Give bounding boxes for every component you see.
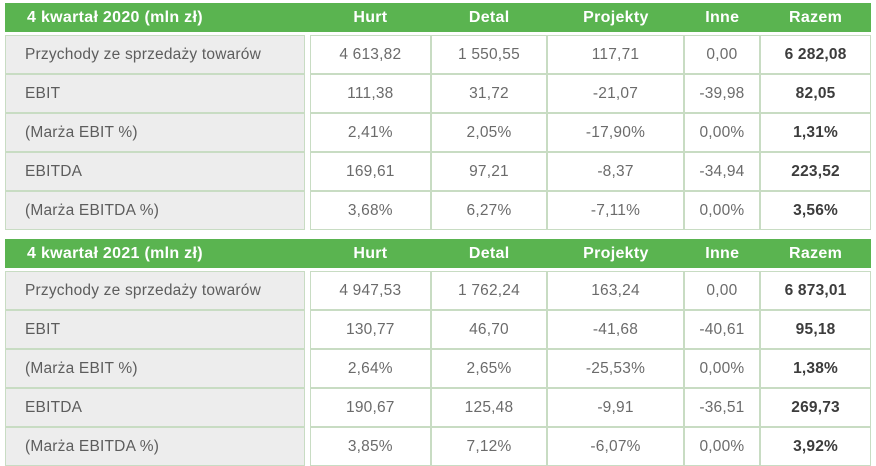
column-header: Hurt [353, 244, 388, 262]
value-cell: 163,24 [548, 272, 683, 309]
column-header: Detal [468, 8, 510, 26]
value-cell: 117,71 [548, 36, 683, 73]
value-cell: 1 762,24 [431, 272, 547, 309]
value-cell: -21,07 [548, 75, 683, 112]
table-body: Przychody ze sprzedaży towarów EBIT (Marża… [5, 35, 871, 230]
value-cell: -9,91 [548, 389, 683, 426]
row-label: EBITDA [6, 153, 304, 190]
value-cell: -34,94 [684, 153, 760, 190]
row-label: Przychody ze sprzedaży towarów [6, 272, 304, 309]
value-cell: 0,00% [684, 350, 760, 387]
row-label: (Marża EBIT %) [6, 114, 304, 151]
value-cell: 0,00 [684, 36, 760, 73]
value-cell: -25,53% [548, 350, 683, 387]
quarterly-results-report: 4 kwartał 2020 (mln zł) Hurt Detal Projekty… [5, 3, 871, 466]
value-cell: 2,05% [431, 114, 547, 151]
column-header: Hurt [353, 8, 388, 26]
value-cell: -36,51 [684, 389, 760, 426]
column-header: Razem [789, 244, 843, 262]
row-label: (Marża EBITDA %) [6, 428, 304, 465]
column-header: Inne [705, 8, 740, 26]
total-cell: 269,73 [761, 389, 870, 426]
value-cell: -7,11% [548, 192, 683, 229]
value-cell: 2,41% [311, 114, 430, 151]
row-label: (Marża EBIT %) [6, 350, 304, 387]
values-grid: 4 613,82 1 550,55 117,71 0,00 6 282,08 111,38… [310, 35, 871, 230]
value-cell: 169,61 [311, 153, 430, 190]
total-cell: 95,18 [761, 311, 870, 348]
value-cell: -41,68 [548, 311, 683, 348]
value-cell: 130,77 [311, 311, 430, 348]
value-cell: 4 947,53 [311, 272, 430, 309]
value-cell: -17,90% [548, 114, 683, 151]
value-cell: 111,38 [311, 75, 430, 112]
row-label: EBIT [6, 311, 304, 348]
total-cell: 6 873,01 [761, 272, 870, 309]
value-cell: 3,85% [311, 428, 430, 465]
column-header: Projekty [583, 8, 649, 26]
financial-table: 4 kwartał 2021 (mln zł) Hurt Detal Projekty… [5, 239, 871, 466]
total-cell: 82,05 [761, 75, 870, 112]
table-title: 4 kwartał 2020 (mln zł) [27, 8, 203, 26]
column-header: Projekty [583, 244, 649, 262]
column-header: Razem [789, 8, 843, 26]
value-cell: 0,00% [684, 428, 760, 465]
value-cell: 3,68% [311, 192, 430, 229]
row-label: EBIT [6, 75, 304, 112]
value-cell: 1 550,55 [431, 36, 547, 73]
row-labels-column: Przychody ze sprzedaży towarów EBIT (Marża… [5, 271, 305, 466]
value-cell: 7,12% [431, 428, 547, 465]
table-body: Przychody ze sprzedaży towarów EBIT (Marża… [5, 271, 871, 466]
row-label: (Marża EBITDA %) [6, 192, 304, 229]
value-cell: -40,61 [684, 311, 760, 348]
total-cell: 3,56% [761, 192, 870, 229]
total-cell: 6 282,08 [761, 36, 870, 73]
value-cell: 190,67 [311, 389, 430, 426]
total-cell: 3,92% [761, 428, 870, 465]
row-label: Przychody ze sprzedaży towarów [6, 36, 304, 73]
value-cell: 0,00% [684, 114, 760, 151]
value-cell: 4 613,82 [311, 36, 430, 73]
value-cell: 0,00% [684, 192, 760, 229]
value-cell: -39,98 [684, 75, 760, 112]
value-cell: -6,07% [548, 428, 683, 465]
column-header: Detal [468, 244, 510, 262]
row-labels-column: Przychody ze sprzedaży towarów EBIT (Marża… [5, 35, 305, 230]
column-header: Inne [705, 244, 740, 262]
value-cell: 2,64% [311, 350, 430, 387]
value-cell: -8,37 [548, 153, 683, 190]
total-cell: 223,52 [761, 153, 870, 190]
total-cell: 1,38% [761, 350, 870, 387]
value-cell: 31,72 [431, 75, 547, 112]
value-cell: 125,48 [431, 389, 547, 426]
values-grid: 4 947,53 1 762,24 163,24 0,00 6 873,01 130,77… [310, 271, 871, 466]
row-label: EBITDA [6, 389, 304, 426]
table-title: 4 kwartał 2021 (mln zł) [27, 244, 203, 262]
financial-table: 4 kwartał 2020 (mln zł) Hurt Detal Projekty… [5, 3, 871, 230]
value-cell: 46,70 [431, 311, 547, 348]
value-cell: 2,65% [431, 350, 547, 387]
total-cell: 1,31% [761, 114, 870, 151]
value-cell: 0,00 [684, 272, 760, 309]
table-header-row: 4 kwartał 2021 (mln zł) Hurt Detal Projekty… [5, 239, 871, 268]
value-cell: 6,27% [431, 192, 547, 229]
value-cell: 97,21 [431, 153, 547, 190]
table-header-row: 4 kwartał 2020 (mln zł) Hurt Detal Projekty… [5, 3, 871, 32]
